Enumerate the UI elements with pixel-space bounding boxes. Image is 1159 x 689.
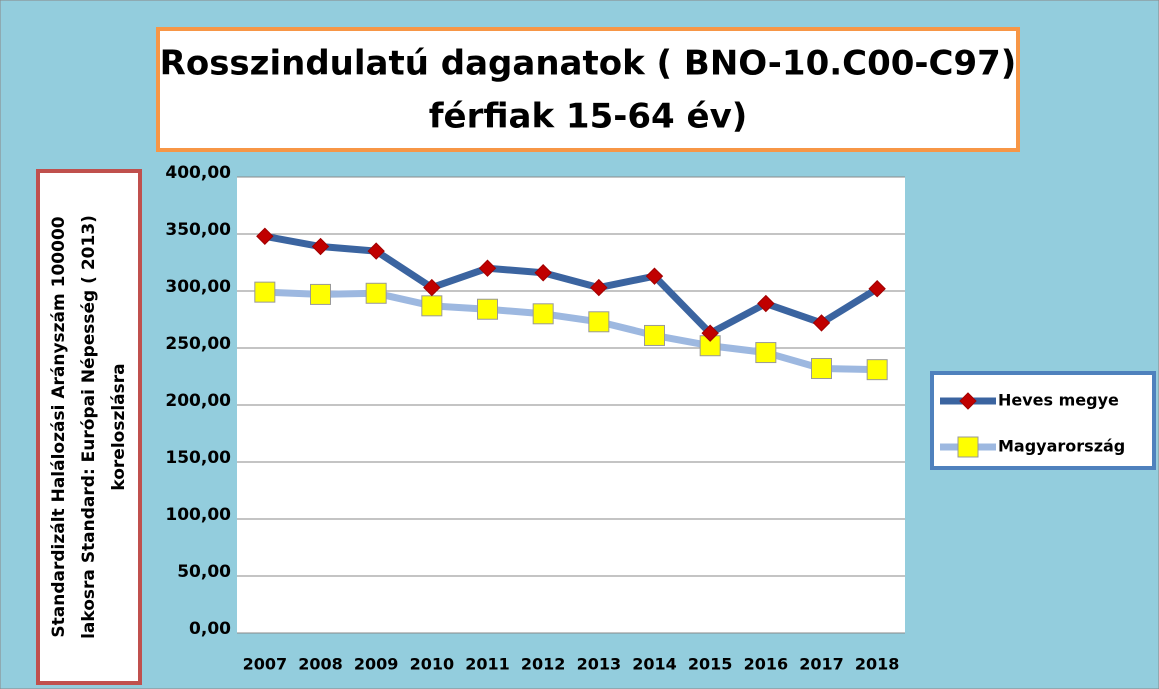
data-point <box>311 237 330 256</box>
legend-marker <box>959 392 977 410</box>
data-point <box>757 294 775 313</box>
x-tick-label: 2016 <box>744 655 789 674</box>
y-tick-label: 50,00 <box>177 562 231 582</box>
legend-label: Magyarország <box>998 437 1125 456</box>
x-tick-label: 2014 <box>632 655 677 674</box>
data-point <box>365 282 387 304</box>
data-point <box>644 324 665 346</box>
data-point <box>423 278 441 297</box>
data-point <box>532 303 554 325</box>
y-tick-label: 100,00 <box>165 505 231 525</box>
x-tick-label: 2012 <box>521 655 566 674</box>
x-tick-label: 2010 <box>410 655 455 674</box>
y-tick-label: 250,00 <box>165 334 231 354</box>
data-point <box>477 298 498 320</box>
data-point <box>811 358 832 380</box>
chart-title: férfiak 15-64 év) <box>429 97 748 137</box>
y-axis-label-line: lakosra Standard: Európai Népesség ( 201… <box>79 215 99 639</box>
data-point <box>254 281 276 303</box>
legend-label: Heves megye <box>998 391 1119 410</box>
y-axis-label-line: koreloszlásra <box>109 363 129 490</box>
data-point <box>812 314 831 332</box>
y-axis-label: Standardizált Halálozási Arányszám 10000… <box>49 215 129 639</box>
y-tick-label: 0,00 <box>189 619 231 639</box>
y-axis-label-line: Standardizált Halálozási Arányszám 10000… <box>49 216 69 637</box>
data-point <box>421 295 443 317</box>
data-point <box>590 278 608 297</box>
series-line <box>264 232 879 337</box>
data-point <box>701 324 719 342</box>
data-point <box>755 342 777 364</box>
chart-title: Rosszindulatú daganatok ( BNO-10.C00-C97… <box>160 44 1017 84</box>
y-tick-label: 200,00 <box>165 391 231 411</box>
y-tick-label: 400,00 <box>165 163 231 183</box>
y-tick-label: 300,00 <box>165 277 231 297</box>
x-tick-label: 2009 <box>354 655 399 674</box>
x-tick-label: 2013 <box>577 655 622 674</box>
data-point <box>310 283 331 305</box>
y-tick-label: 350,00 <box>165 220 231 240</box>
legend-marker <box>957 436 979 458</box>
data-point <box>367 242 385 260</box>
data-point <box>534 264 552 282</box>
x-tick-label: 2007 <box>243 655 288 674</box>
x-tick-label: 2017 <box>799 655 844 674</box>
x-tick-label: 2015 <box>688 655 733 674</box>
data-point <box>866 359 888 381</box>
y-tick-label: 150,00 <box>165 448 231 468</box>
data-point <box>256 227 274 245</box>
x-tick-label: 2018 <box>855 655 900 674</box>
data-point <box>868 280 886 298</box>
data-point <box>478 259 497 277</box>
data-point <box>645 267 664 285</box>
data-point <box>588 311 610 333</box>
x-tick-label: 2008 <box>298 655 343 674</box>
y-axis-label-box <box>36 169 142 685</box>
x-tick-label: 2011 <box>465 655 510 674</box>
title-box <box>156 27 1020 152</box>
